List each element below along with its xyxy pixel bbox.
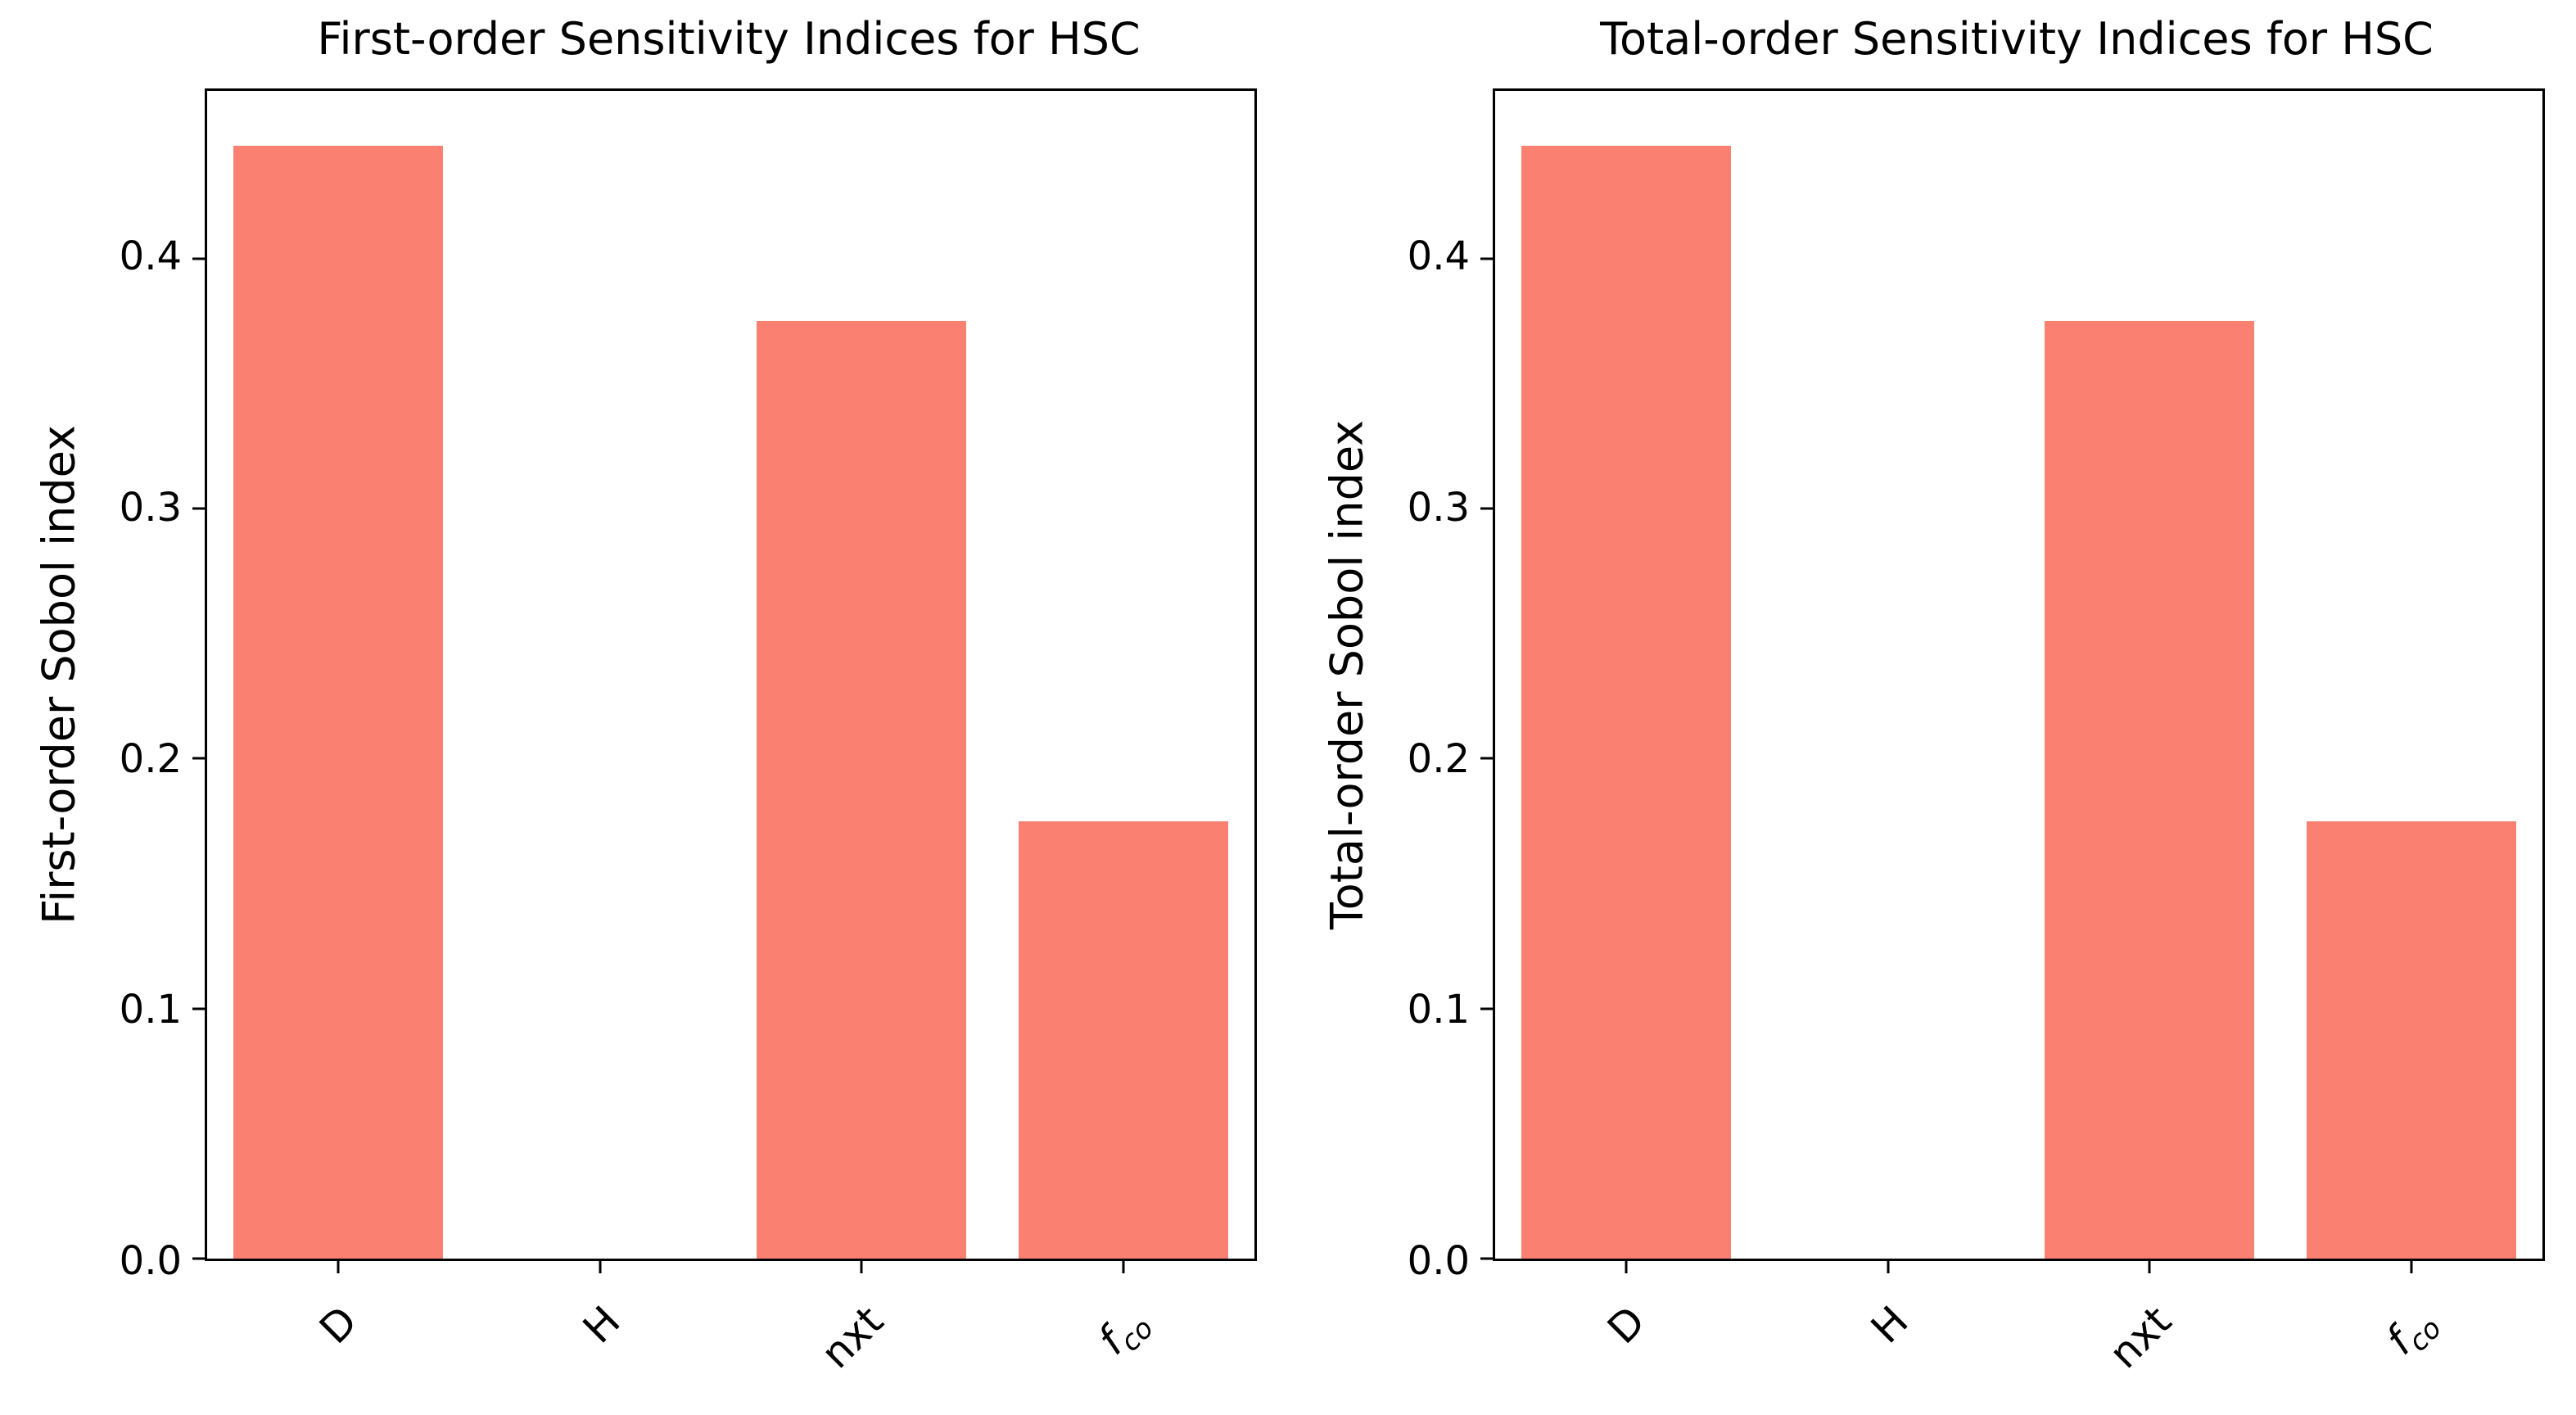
x-tick-mark xyxy=(2410,1261,2413,1273)
y-tick-label: 0.4 xyxy=(119,233,182,280)
y-tick-label: 0.0 xyxy=(1407,1238,1470,1284)
x-tick-mark xyxy=(2148,1261,2151,1273)
x-tick-label: nxt xyxy=(2099,1297,2181,1378)
bar-fco xyxy=(1019,821,1229,1259)
x-tick-label: nxt xyxy=(811,1297,893,1378)
y-tick-label: 0.3 xyxy=(1407,485,1470,531)
y-tick-label: 0.2 xyxy=(1407,735,1470,782)
y-tick-mark xyxy=(1480,507,1493,510)
y-tick-label: 0.1 xyxy=(119,987,182,1033)
y-tick-mark xyxy=(192,757,205,760)
y-tick-label: 0.3 xyxy=(119,485,182,531)
chart-title: Total-order Sensitivity Indices for HSC xyxy=(1600,13,2434,65)
y-tick-mark xyxy=(1480,757,1493,760)
x-tick-mark xyxy=(337,1261,340,1273)
x-tick-mark xyxy=(1887,1261,1890,1273)
x-tick-label: fco xyxy=(1088,1312,1161,1364)
bar-fco xyxy=(2307,821,2517,1259)
y-tick-mark xyxy=(1480,1007,1493,1010)
x-tick-label: H xyxy=(1862,1297,1918,1353)
y-tick-label: 0.0 xyxy=(119,1238,182,1284)
y-tick-mark xyxy=(192,1007,205,1010)
y-tick-mark xyxy=(192,257,205,260)
plot-area xyxy=(192,88,1257,1273)
x-tick-mark xyxy=(599,1261,602,1273)
y-tick-mark xyxy=(1480,1257,1493,1260)
chart-total-order: Total-order Sensitivity Indices for HSC … xyxy=(1288,0,2576,1415)
plot-area xyxy=(1480,88,2545,1273)
x-tick-label: H xyxy=(574,1297,630,1353)
x-tick-label: fco xyxy=(2376,1312,2449,1364)
bar-d xyxy=(1521,146,1731,1259)
x-tick-mark xyxy=(1625,1261,1628,1273)
chart-first-order: First-order Sensitivity Indices for HSC … xyxy=(0,13,1257,1415)
y-tick-label: 0.1 xyxy=(1407,987,1470,1033)
y-tick-mark xyxy=(192,1257,205,1260)
y-tick-labels: 0.0 0.1 0.2 0.3 0.4 xyxy=(0,88,182,1284)
x-tick-label: D xyxy=(310,1297,367,1354)
y-tick-label: 0.2 xyxy=(119,735,182,782)
x-tick-label: D xyxy=(1598,1297,1655,1354)
x-tick-mark xyxy=(860,1261,863,1273)
bar-d xyxy=(233,146,443,1259)
x-tick-mark xyxy=(1122,1261,1125,1273)
y-tick-mark xyxy=(1480,257,1493,260)
y-tick-labels: 0.0 0.1 0.2 0.3 0.4 xyxy=(1288,88,1470,1284)
bar-nxt xyxy=(757,320,967,1259)
y-tick-label: 0.4 xyxy=(1407,233,1470,280)
bar-nxt xyxy=(2045,320,2255,1259)
y-tick-mark xyxy=(192,507,205,510)
chart-title: First-order Sensitivity Indices for HSC xyxy=(317,13,1141,65)
